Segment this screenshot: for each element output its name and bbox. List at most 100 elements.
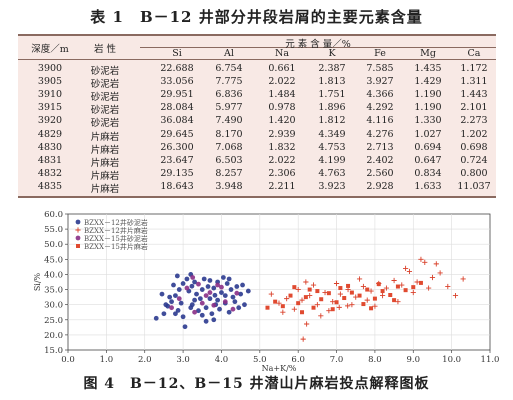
data-point bbox=[242, 302, 247, 308]
row-value: 4.199 bbox=[318, 154, 346, 166]
row-depth: 3915 bbox=[37, 102, 63, 114]
data-point bbox=[203, 318, 209, 324]
row-value: 18.643 bbox=[160, 180, 194, 192]
data-point bbox=[338, 286, 343, 291]
row-value: 0.661 bbox=[268, 63, 296, 74]
data-point bbox=[349, 290, 354, 295]
row-depth: 3905 bbox=[37, 76, 63, 88]
y-tick-label: 50.0 bbox=[44, 240, 63, 250]
row-value: 22.688 bbox=[160, 63, 194, 74]
data-point bbox=[365, 287, 370, 292]
row-value: 1.190 bbox=[414, 89, 442, 101]
row-value: 6.754 bbox=[215, 63, 243, 74]
data-point bbox=[222, 299, 228, 305]
data-point bbox=[224, 281, 230, 286]
row-value: 2.713 bbox=[366, 141, 394, 153]
header-element: Na bbox=[275, 48, 289, 59]
row-value: 36.084 bbox=[160, 115, 194, 127]
row-value: 7.585 bbox=[366, 63, 394, 74]
data-point bbox=[153, 315, 159, 321]
data-point bbox=[236, 305, 242, 311]
scatter-chart: 0.0 1.0 2.0 3.0 4.0 5.0 6.0 7.0 8.0 9.0 10.0 11.0 15… bbox=[0, 200, 513, 373]
y-tick-label: 30.0 bbox=[44, 301, 63, 311]
row-value: 5.977 bbox=[215, 102, 243, 114]
data-point bbox=[383, 285, 390, 291]
data-point bbox=[234, 290, 240, 296]
table-group-rule bbox=[140, 47, 496, 48]
row-value: 4.292 bbox=[366, 102, 394, 114]
data-point bbox=[452, 293, 459, 299]
data-point bbox=[361, 302, 366, 307]
row-value: 29.135 bbox=[160, 167, 194, 179]
data-point bbox=[211, 302, 217, 308]
data-point bbox=[336, 304, 342, 310]
data-point bbox=[211, 317, 217, 323]
data-point bbox=[199, 300, 205, 306]
data-point bbox=[245, 288, 251, 294]
row-rock-type: 砂泥岩 bbox=[90, 79, 120, 91]
legend-label: BZXX－12井砂泥岩 bbox=[84, 218, 148, 227]
data-point bbox=[399, 282, 405, 288]
data-point bbox=[349, 302, 355, 308]
row-depth: 3900 bbox=[37, 63, 63, 74]
row-value: 1.812 bbox=[318, 115, 346, 127]
row-value: 1.751 bbox=[318, 89, 346, 101]
data-point bbox=[303, 279, 309, 285]
data-point bbox=[192, 279, 198, 285]
table-title: 表 1 B－12 井部分井段岩屑的主要元素含量 bbox=[90, 8, 423, 26]
table-bottom-rule bbox=[18, 196, 496, 198]
data-point bbox=[240, 282, 245, 288]
data-point bbox=[296, 301, 301, 306]
data-point bbox=[192, 309, 198, 315]
data-point bbox=[207, 296, 213, 302]
header-element: Fe bbox=[374, 48, 386, 59]
data-point bbox=[303, 295, 308, 300]
row-value: 1.435 bbox=[414, 63, 442, 74]
scatter-chart-svg: 0.0 1.0 2.0 3.0 4.0 5.0 6.0 7.0 8.0 9.0 10.0 11.0 15… bbox=[33, 210, 499, 373]
y-tick-label: 25.0 bbox=[44, 316, 63, 326]
data-point bbox=[203, 305, 209, 311]
row-value: 1.429 bbox=[414, 76, 442, 88]
data-point bbox=[174, 273, 180, 279]
row-value: 0.698 bbox=[460, 141, 488, 153]
data-point bbox=[212, 292, 218, 298]
data-point bbox=[357, 293, 362, 298]
data-point bbox=[217, 306, 222, 312]
row-value: 1.311 bbox=[460, 76, 488, 88]
data-point bbox=[203, 293, 209, 298]
data-point bbox=[222, 293, 228, 298]
data-point bbox=[171, 282, 176, 288]
header-element: Si bbox=[172, 48, 182, 59]
data-point bbox=[418, 280, 423, 285]
row-depth: 3910 bbox=[37, 89, 63, 101]
row-depth: 4831 bbox=[37, 154, 63, 166]
data-point bbox=[346, 283, 351, 288]
data-point bbox=[184, 276, 190, 282]
data-point bbox=[226, 276, 232, 282]
data-point bbox=[376, 282, 381, 287]
x-tick-label: 1.0 bbox=[100, 355, 114, 365]
table-top-rule bbox=[18, 34, 496, 36]
row-rock-type: 砂泥岩 bbox=[90, 66, 120, 77]
data-point bbox=[197, 296, 203, 302]
data-point bbox=[215, 282, 221, 288]
row-value: 2.387 bbox=[318, 63, 346, 74]
y-tick-label: 60.0 bbox=[44, 210, 63, 220]
row-value: 0.834 bbox=[414, 167, 442, 179]
data-point bbox=[207, 290, 213, 295]
data-point bbox=[201, 276, 207, 282]
data-point bbox=[403, 288, 408, 293]
header-depth: 深度／m bbox=[31, 44, 69, 55]
data-point bbox=[228, 287, 234, 292]
row-value: 0.724 bbox=[460, 154, 488, 166]
data-point bbox=[326, 291, 331, 296]
row-rock-type: 片麻岩 bbox=[90, 183, 120, 195]
data-point bbox=[334, 300, 339, 305]
data-point bbox=[322, 289, 328, 296]
row-value: 7.068 bbox=[215, 141, 243, 153]
row-value: 2.560 bbox=[366, 167, 394, 179]
x-tick-label: 5.0 bbox=[253, 355, 267, 365]
data-point bbox=[173, 311, 178, 317]
header-element: Ca bbox=[467, 48, 481, 59]
row-value: 2.022 bbox=[268, 76, 296, 88]
